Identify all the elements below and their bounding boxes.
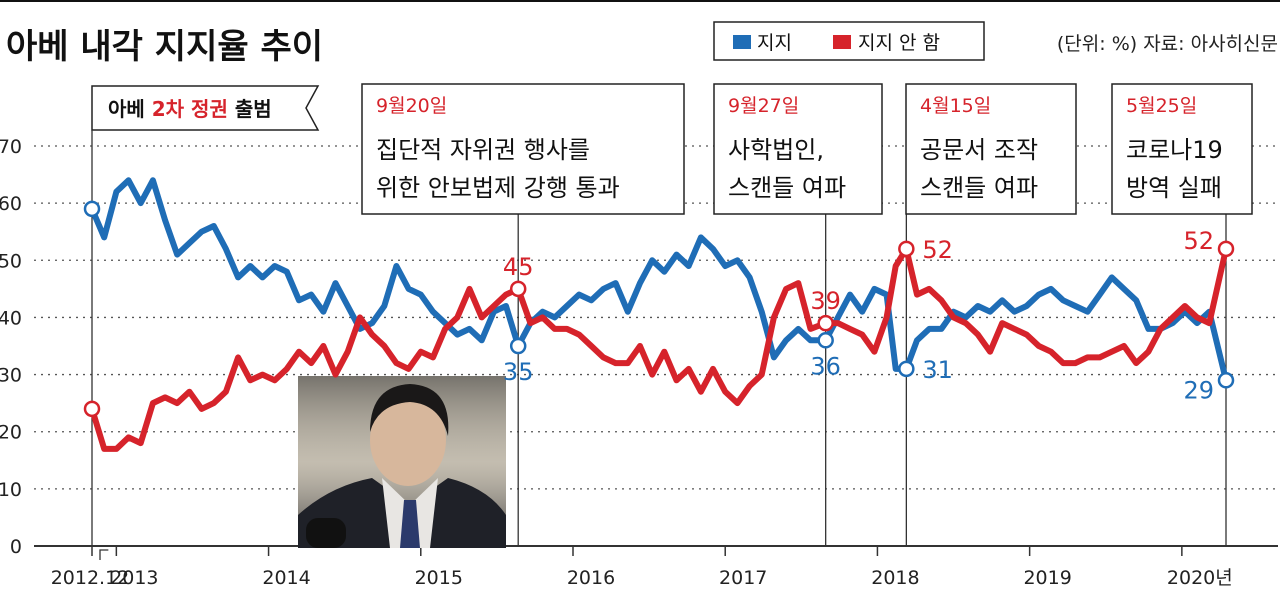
legend-swatch-oppose <box>833 35 851 49</box>
event-lines <box>91 130 1227 546</box>
event-description: 스캔들 여파 <box>728 174 846 202</box>
event-description: 스캔들 여파 <box>920 174 1038 202</box>
series-line-oppose <box>89 245 1229 452</box>
data-point-marker <box>817 332 834 349</box>
data-point-marker <box>509 280 527 298</box>
event-description: 위한 안보법제 강행 통과 <box>376 174 620 202</box>
y-tick-label: 70 <box>0 136 22 158</box>
data-label: 31 <box>922 356 953 384</box>
data-point-marker <box>898 240 915 258</box>
start-banner-text: 아베 2차 정권 출범 <box>108 97 272 121</box>
photo-hair <box>370 384 449 436</box>
event-date: 4월15일 <box>920 95 991 117</box>
event-description: 방역 실패 <box>1126 174 1222 202</box>
data-point-marker <box>509 337 527 355</box>
event-date: 5월25일 <box>1126 95 1197 117</box>
data-point-marker <box>83 200 101 218</box>
data-label: 39 <box>810 287 841 315</box>
person-photo <box>298 376 506 548</box>
data-label: 52 <box>922 236 953 264</box>
data-label: 29 <box>1183 376 1214 404</box>
x-tick-label: 2013 <box>110 567 158 589</box>
legend: 지지 지지 안 함 <box>713 21 985 61</box>
y-tick-label: 60 <box>0 193 22 215</box>
photo-microphone <box>306 518 346 548</box>
x-bracket <box>99 549 109 560</box>
event-date: 9월20일 <box>376 95 447 117</box>
start-banner-part3: 출범 <box>228 97 272 121</box>
x-tick-label: 2020년 <box>1167 567 1233 589</box>
event-description: 코로나19 <box>1126 136 1223 164</box>
x-tick-label: 2017 <box>719 567 767 589</box>
start-banner-part1: 아베 <box>108 97 152 121</box>
x-tick-label: 2015 <box>415 567 463 589</box>
y-tick-label: 50 <box>0 250 22 272</box>
start-banner-box <box>91 85 320 131</box>
data-label: 52 <box>1183 227 1214 255</box>
y-tick-label: 0 <box>10 536 22 558</box>
legend-swatch-support <box>733 35 751 49</box>
data-point-marker <box>1217 372 1235 389</box>
series-line-support <box>89 177 1229 384</box>
data-point-marker <box>83 400 101 418</box>
event-description: 집단적 자위권 행사를 <box>376 136 590 164</box>
data-point-marker <box>898 360 915 378</box>
legend-label-support: 지지 <box>757 32 792 54</box>
data-label: 45 <box>503 253 534 281</box>
data-label: 36 <box>810 352 841 380</box>
x-tick-label: 2019 <box>1023 567 1071 589</box>
chart-title: 아베 내각 지지율 추이 <box>6 27 323 67</box>
event-date: 9월27일 <box>728 95 799 117</box>
x-tick-label: 2012.12 <box>51 567 130 589</box>
y-tick-label: 30 <box>0 365 22 387</box>
x-tick-label: 2014 <box>262 567 310 589</box>
unit-source: (단위: %) 자료: 아사히신문 <box>1057 33 1278 55</box>
data-point-marker <box>817 314 834 332</box>
event-description: 공문서 조작 <box>920 136 1038 164</box>
series <box>89 177 1229 452</box>
event-description: 사학법인, <box>728 136 824 164</box>
event-box-frame <box>905 83 1077 215</box>
markers <box>83 200 1235 418</box>
legend-label-oppose: 지지 안 함 <box>858 32 940 54</box>
y-tick-label: 10 <box>0 479 22 501</box>
event-box-frame <box>1111 83 1253 215</box>
y-tick-label: 20 <box>0 422 22 444</box>
start-banner-part2: 2차 정권 <box>152 97 228 121</box>
start-banner: 아베 2차 정권 출범 <box>91 85 320 131</box>
y-tick-label: 40 <box>0 307 22 329</box>
data-point-marker <box>1217 240 1235 258</box>
x-tick-label: 2016 <box>567 567 615 589</box>
event-box-frame <box>713 83 883 215</box>
event-box-frame <box>361 83 685 215</box>
photo-tie <box>400 500 420 548</box>
data-labels: 45 35 39 36 52 31 52 29 <box>503 227 1214 404</box>
x-tick-label: 2018 <box>871 567 919 589</box>
photo-face <box>370 394 446 486</box>
data-label: 35 <box>503 358 534 386</box>
